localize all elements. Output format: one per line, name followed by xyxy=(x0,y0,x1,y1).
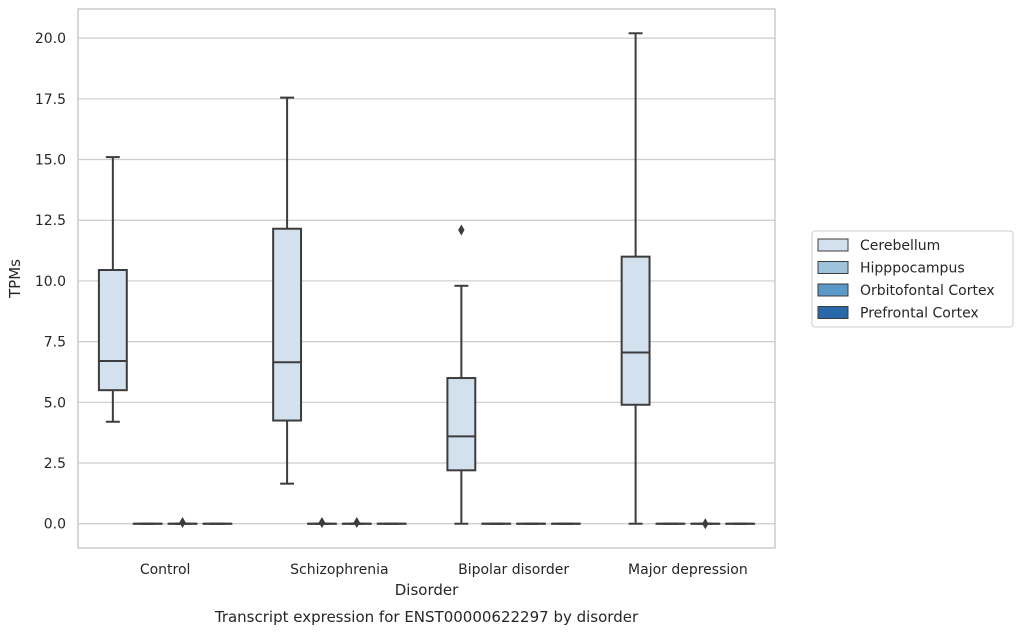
outlier-point xyxy=(458,224,465,236)
y-tick-label: 15.0 xyxy=(35,153,66,169)
legend-swatch xyxy=(817,306,849,319)
legend-label: Cerebellum xyxy=(860,238,940,254)
x-tick-label: Major depression xyxy=(628,562,748,578)
box-body xyxy=(97,269,128,392)
box-cerebellum xyxy=(97,156,128,423)
box-body xyxy=(272,227,303,422)
box-cerebellum xyxy=(446,224,477,525)
y-tick-label: 10.0 xyxy=(35,274,66,290)
legend-label: Hipppocampus xyxy=(860,261,965,277)
y-tick-label: 0.0 xyxy=(44,517,66,533)
y-axis: 0.0 2.5 5.0 7.5 10.0 12.5 15.0 17.5 20.0 xyxy=(35,31,66,533)
y-tick-label: 2.5 xyxy=(44,456,66,472)
legend-frame xyxy=(811,230,1014,328)
box-cerebellum xyxy=(620,32,651,525)
box-hipppocampus xyxy=(307,517,337,529)
x-tick-label: Control xyxy=(140,562,191,578)
box-orbitofontal-cortex xyxy=(341,517,372,529)
box-body xyxy=(620,255,651,406)
y-tick-label: 12.5 xyxy=(35,213,66,229)
legend-swatch xyxy=(817,261,849,274)
y-tick-label: 20.0 xyxy=(35,31,66,47)
legend-swatch xyxy=(817,283,849,297)
x-axis-label: Disorder xyxy=(395,581,459,599)
legend: Cerebellum Hipppocampus Orbitofontal Corte… xyxy=(811,230,1014,328)
legend-label: Prefrontal Cortex xyxy=(860,306,979,322)
outlier-point xyxy=(702,518,709,530)
y-tick-label: 17.5 xyxy=(35,92,66,108)
box-orbitofontal-cortex xyxy=(167,517,198,529)
outlier-point xyxy=(318,517,326,529)
y-axis-label: TPMs xyxy=(6,259,24,299)
box-body xyxy=(446,377,477,472)
y-tick-label: 5.0 xyxy=(44,395,66,411)
x-axis: Control Schizophrenia Bipolar disorder Majo… xyxy=(140,562,748,578)
y-tick-label: 7.5 xyxy=(44,335,66,351)
box-cerebellum xyxy=(272,96,303,485)
x-tick-label: Schizophrenia xyxy=(290,562,388,578)
plot-area xyxy=(97,32,756,530)
box-orbitofontal-cortex xyxy=(690,518,721,530)
plot-frame xyxy=(77,8,776,549)
x-tick-label: Bipolar disorder xyxy=(458,562,569,578)
outlier-point xyxy=(353,517,360,529)
legend-swatch xyxy=(817,238,849,252)
grid-lines xyxy=(78,37,775,525)
legend-label: Orbitofontal Cortex xyxy=(860,283,995,299)
chart-caption: Transcript expression for ENST0000062229… xyxy=(214,608,639,626)
outlier-point xyxy=(179,517,186,529)
